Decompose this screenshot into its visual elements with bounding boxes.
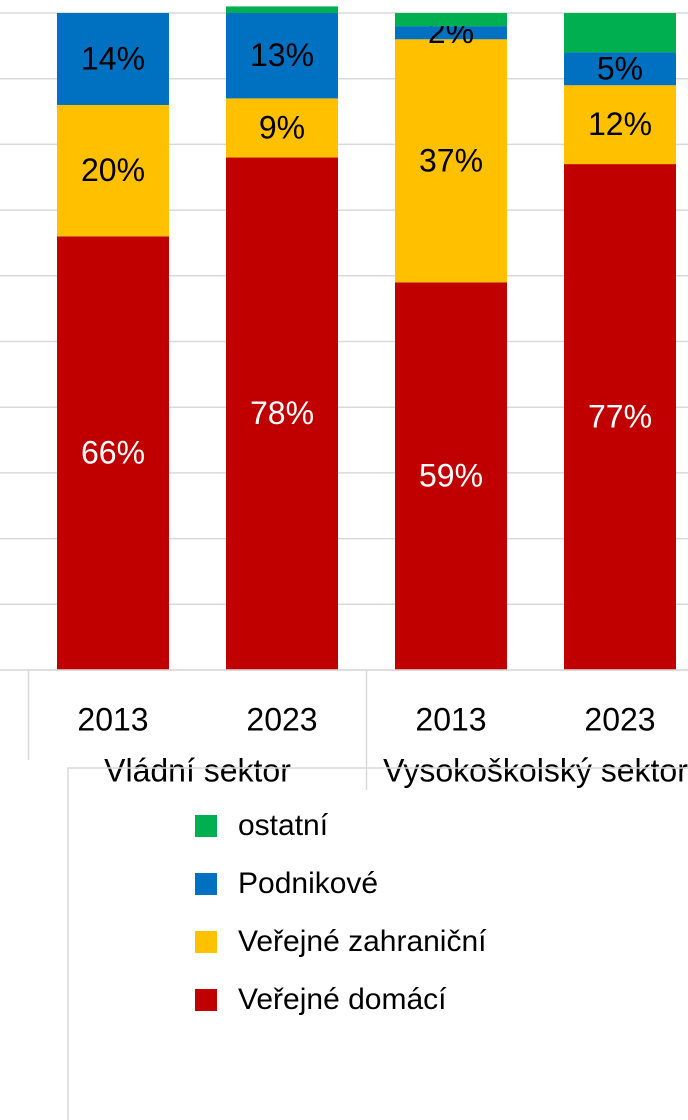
bar-segment xyxy=(395,282,507,670)
data-label: 9% xyxy=(259,109,305,145)
x-tick-label: 2023 xyxy=(246,701,317,737)
legend-label: Podnikové xyxy=(238,867,378,900)
x-tick-label: 2023 xyxy=(584,701,655,737)
data-label: 13% xyxy=(250,37,314,73)
bar-segment xyxy=(226,98,338,158)
bar-segment xyxy=(226,6,338,13)
data-label: 78% xyxy=(250,395,314,431)
data-label: 5% xyxy=(597,50,643,86)
x-tick-label: 2013 xyxy=(77,701,148,737)
legend-label: Veřejné zahraniční xyxy=(238,925,487,958)
bar-segment xyxy=(564,52,676,86)
bar-segment xyxy=(395,26,507,40)
group-label: Vysokoškolský sektor xyxy=(383,752,688,788)
legend-swatch xyxy=(195,815,217,837)
bar-segment xyxy=(395,39,507,283)
bar-segment xyxy=(564,13,676,53)
data-label: 12% xyxy=(588,106,652,142)
bar-segment xyxy=(226,157,338,671)
x-tick-label: 2013 xyxy=(415,701,486,737)
bar-segment xyxy=(395,13,507,27)
bar-segment xyxy=(57,13,169,105)
data-label: 14% xyxy=(81,40,145,76)
bar-segment xyxy=(564,85,676,165)
group-label: Vládní sektor xyxy=(104,752,291,788)
data-label: 66% xyxy=(81,435,145,471)
bar-segment xyxy=(57,104,169,237)
bar-segment xyxy=(226,13,338,99)
legend-label: ostatní xyxy=(238,809,329,842)
data-label: 20% xyxy=(81,152,145,188)
legend-swatch xyxy=(195,931,217,953)
data-label: 37% xyxy=(419,142,483,178)
data-label: 77% xyxy=(588,399,652,435)
bar-segment xyxy=(564,164,676,671)
bar-segment xyxy=(57,236,169,670)
legend-label: Veřejné domácí xyxy=(238,983,447,1016)
data-label: 59% xyxy=(419,458,483,494)
legend-swatch xyxy=(195,989,217,1011)
legend-box xyxy=(67,767,688,1120)
legend-swatch xyxy=(195,873,217,895)
